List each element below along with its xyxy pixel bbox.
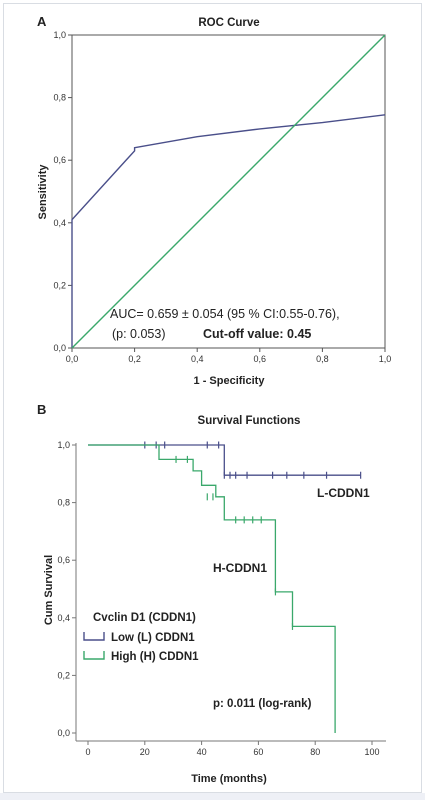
survival-y-tick-label: 0,4: [57, 613, 70, 623]
roc-plot-border: [71, 34, 386, 349]
roc-reference-line: [71, 34, 386, 349]
legend-item-low-label: Low (L) CDDN1: [111, 632, 195, 644]
legend-item-high-label: High (H) CDDN1: [111, 651, 199, 663]
roc-y-tick-label: 1,0: [53, 30, 66, 40]
roc-y-axis-label: Sensitivity: [37, 164, 49, 220]
legend-swatch-high: [83, 651, 105, 660]
roc-y-tick-label: 0,2: [53, 280, 66, 290]
roc-x-tick-label: 0,0: [66, 354, 79, 364]
survival-x-tick-label: 40: [197, 747, 207, 757]
roc-x-tick-label: 0,4: [191, 354, 204, 364]
survival-x-tick-label: 100: [364, 747, 379, 757]
roc-x-tick-label: 0,8: [316, 354, 329, 364]
survival-x-tick-label: 0: [85, 747, 90, 757]
survival-p-value: p: 0.011 (log-rank): [213, 698, 312, 710]
panel-b-label: B: [37, 402, 46, 417]
roc-y-tick-label: 0,4: [53, 218, 66, 228]
roc-x-tick-label: 0,6: [254, 354, 267, 364]
roc-cutoff-label: Cut-off value: 0.45: [203, 327, 311, 341]
survival-y-tick-label: 1,0: [57, 440, 70, 450]
survival-x-tick-label: 20: [140, 747, 150, 757]
roc-y-tick-label: 0,8: [53, 93, 66, 103]
roc-x-axis-label: 1 - Specificity: [194, 375, 266, 387]
roc-curve-line: [71, 114, 386, 348]
survival-y-tick-label: 0,0: [57, 728, 70, 738]
roc-title: ROC Curve: [198, 17, 259, 29]
roc-y-tick-label: 0,6: [53, 155, 66, 165]
roc-auc-text: AUC= 0.659 ± 0.054 (95 % CI:0.55-0.76),: [110, 307, 340, 321]
roc-y-tick-label: 0,0: [53, 343, 66, 353]
survival-y-tick-label: 0,6: [57, 555, 70, 565]
survival-x-axis-label: Time (months): [191, 773, 267, 785]
roc-x-tick-label: 1,0: [379, 354, 392, 364]
survival-x-tick-label: 80: [310, 747, 320, 757]
panel-a-label: A: [37, 14, 47, 29]
survival-low-label: L-CDDN1: [317, 486, 370, 500]
bottom-strip: [0, 793, 425, 800]
legend-swatch-low: [83, 632, 105, 641]
survival-x-tick-label: 60: [253, 747, 263, 757]
roc-plot-area: 0,0 0,2 0,4 0,6 0,8 1,0 0,0 0,2 0,4 0,6 0,8 1,0: [53, 30, 391, 364]
survival-curve-high: [88, 444, 336, 733]
survival-title: Survival Functions: [198, 415, 301, 427]
legend-title: Cvclin D1 (CDDN1): [93, 612, 196, 624]
survival-y-tick-label: 0,8: [57, 498, 70, 508]
survival-curve-low: [88, 444, 361, 476]
survival-y-axis-label: Cum Survival: [43, 555, 55, 625]
roc-p-value: (p: 0.053): [112, 327, 166, 341]
survival-y-tick-label: 0,2: [57, 670, 70, 680]
survival-plot-area: 0 20 40 60 80 100 0,0 0,2 0,4 0,6 0,8 1,0: [57, 440, 386, 757]
roc-x-tick-label: 0,2: [128, 354, 141, 364]
survival-high-label: H-CDDN1: [213, 561, 267, 575]
